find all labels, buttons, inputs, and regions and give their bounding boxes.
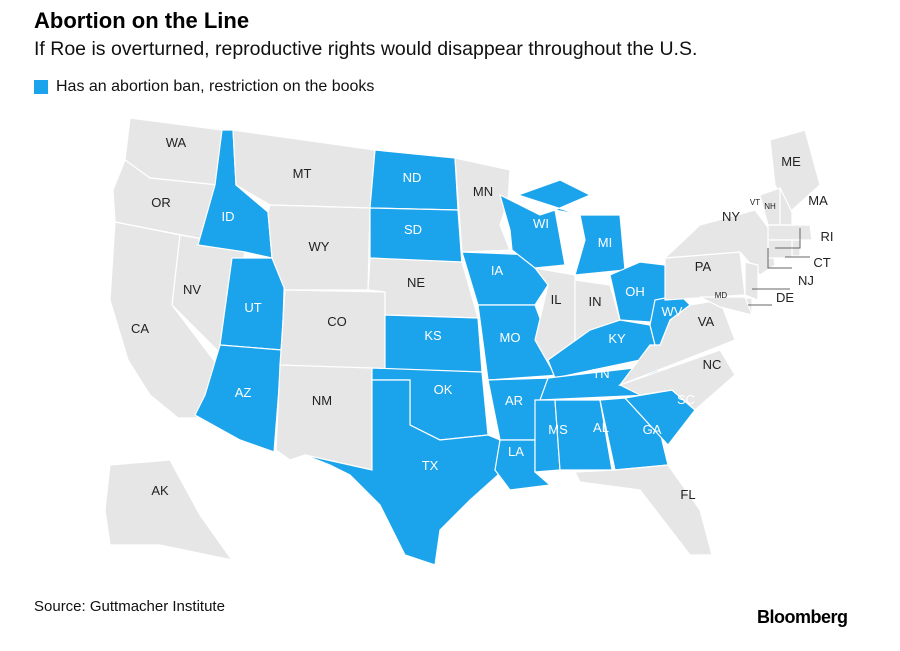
state-label-mi: MI (598, 235, 612, 250)
state-label-nd: ND (403, 170, 422, 185)
state-label-ca: CA (131, 321, 149, 336)
state-label-mo: MO (500, 330, 521, 345)
state-label-wi: WI (533, 216, 549, 231)
state-label-ri: RI (821, 229, 834, 244)
bloomberg-logo: Bloomberg (757, 607, 848, 627)
state-label-mt: MT (293, 166, 312, 181)
state-nj (744, 261, 759, 301)
state-label-ky: KY (608, 331, 626, 346)
state-label-ut: UT (244, 300, 261, 315)
state-fl (574, 464, 713, 556)
state-label-ny: NY (722, 209, 740, 224)
state-md (699, 296, 753, 316)
state-label-nv: NV (183, 282, 201, 297)
page-title: Abortion on the Line (34, 8, 250, 33)
state-label-mn: MN (473, 184, 493, 199)
state-label-sc: SC (677, 392, 695, 407)
leader-line (767, 248, 792, 269)
state-label-ga: GA (643, 422, 662, 437)
state-nm (275, 364, 373, 471)
state-label-id: ID (222, 209, 235, 224)
state-mi (516, 179, 626, 276)
state-label-ok: OK (434, 382, 453, 397)
legend-label: Has an abortion ban, restriction on the … (56, 78, 375, 95)
state-label-fl: FL (680, 487, 695, 502)
state-label-ar: AR (505, 393, 523, 408)
leader-line (775, 228, 801, 249)
state-label-az: AZ (235, 385, 252, 400)
state-label-md: MD (715, 291, 728, 300)
state-co (279, 289, 386, 371)
state-label-tn: TN (592, 366, 609, 381)
state-label-va: VA (698, 314, 715, 329)
state-label-nj: NJ (798, 273, 814, 288)
state-wi (499, 193, 566, 269)
state-label-ne: NE (407, 275, 425, 290)
state-label-nc: NC (703, 357, 722, 372)
state-ks (384, 314, 483, 373)
state-label-co: CO (327, 314, 347, 329)
state-tx (304, 379, 501, 566)
state-label-nm: NM (312, 393, 332, 408)
state-label-me: ME (781, 154, 801, 169)
subtitle: If Roe is overturned, reproductive right… (34, 38, 698, 60)
state-label-vt: VT (750, 198, 760, 207)
state-label-ia: IA (491, 263, 504, 278)
state-label-la: LA (508, 444, 524, 459)
state-wv (649, 294, 691, 346)
state-label-in: IN (589, 294, 602, 309)
legend-swatch (34, 80, 48, 94)
state-label-nh: NH (764, 202, 776, 211)
state-label-tx: TX (422, 458, 439, 473)
state-ma (767, 224, 813, 241)
state-label-ct: CT (813, 255, 830, 270)
state-mn (454, 157, 511, 253)
state-label-sd: SD (404, 222, 422, 237)
state-ak (104, 459, 234, 561)
source-note: Source: Guttmacher Institute (34, 598, 225, 615)
state-label-il: IL (551, 292, 562, 307)
state-label-ms: MS (548, 422, 568, 437)
state-label-wa: WA (166, 135, 187, 150)
state-label-ks: KS (424, 328, 442, 343)
state-label-ma: MA (808, 193, 828, 208)
state-label-ak: AK (151, 483, 169, 498)
state-label-al: AL (593, 420, 609, 435)
state-label-or: OR (151, 195, 171, 210)
legend: Has an abortion ban, restriction on the … (34, 78, 374, 96)
state-me (769, 129, 821, 213)
state-ct (767, 239, 793, 259)
state-label-wy: WY (309, 239, 330, 254)
state-ga (599, 397, 669, 471)
state-label-oh: OH (625, 284, 645, 299)
state-label-pa: PA (695, 259, 712, 274)
state-label-wv: WV (662, 304, 683, 319)
state-label-de: DE (776, 290, 794, 305)
